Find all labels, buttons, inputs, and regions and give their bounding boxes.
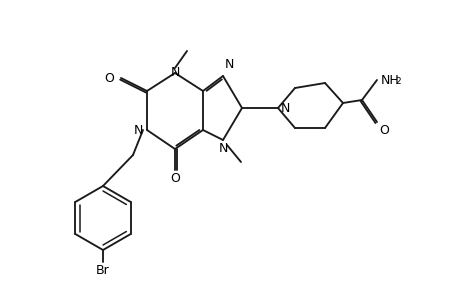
Text: Br: Br xyxy=(96,263,110,277)
Text: 2: 2 xyxy=(394,77,400,86)
Text: N: N xyxy=(224,58,234,71)
Text: N: N xyxy=(170,67,179,80)
Text: O: O xyxy=(378,124,388,136)
Text: O: O xyxy=(170,172,179,184)
Text: NH: NH xyxy=(380,74,399,86)
Text: N: N xyxy=(280,101,290,115)
Text: O: O xyxy=(104,71,114,85)
Text: N: N xyxy=(133,124,143,136)
Text: N: N xyxy=(218,142,227,155)
